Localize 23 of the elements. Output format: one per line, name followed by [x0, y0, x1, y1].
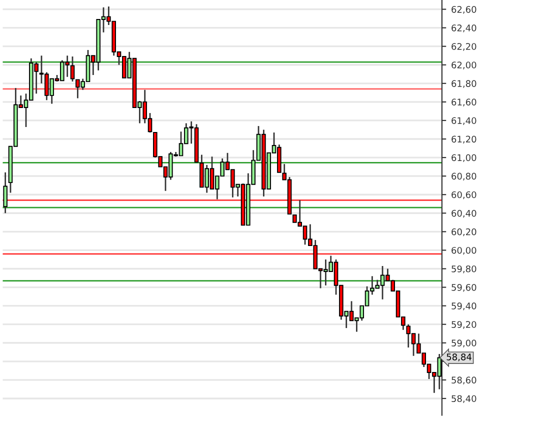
y-tick-label: 60,00 — [452, 246, 476, 255]
y-tick-label: 60,40 — [452, 210, 476, 218]
y-tick-label: 58,60 — [452, 376, 476, 384]
candlestick — [3, 172, 8, 214]
y-tick-label: 60,20 — [452, 228, 476, 236]
y-tick-label: 61,20 — [452, 136, 476, 144]
y-tick-label: 61,40 — [452, 117, 476, 125]
y-tick-label: 62,40 — [452, 24, 476, 32]
y-tick-label: 62,20 — [452, 43, 476, 51]
y-tick-label: 61,80 — [452, 80, 476, 88]
y-tick-label: 59,80 — [452, 265, 476, 274]
text: 58,84 — [446, 353, 472, 362]
y-tick-label: 59,40 — [452, 302, 476, 310]
y-tick-label: 59,00 — [452, 340, 476, 348]
y-tick-label: 59,20 — [452, 321, 476, 329]
y-tick-label: 62,60 — [452, 6, 476, 14]
y-tick-label: 60,60 — [452, 191, 476, 200]
y-tick-label: 61,00 — [452, 154, 476, 162]
y-tick-label: 61,60 — [452, 98, 476, 106]
y-tick-label: 60,80 — [452, 172, 476, 181]
y-tick-label: 58,40 — [452, 395, 476, 403]
y-tick-label: 62,00 — [452, 62, 476, 70]
y-tick-label: 59,60 — [452, 284, 476, 292]
